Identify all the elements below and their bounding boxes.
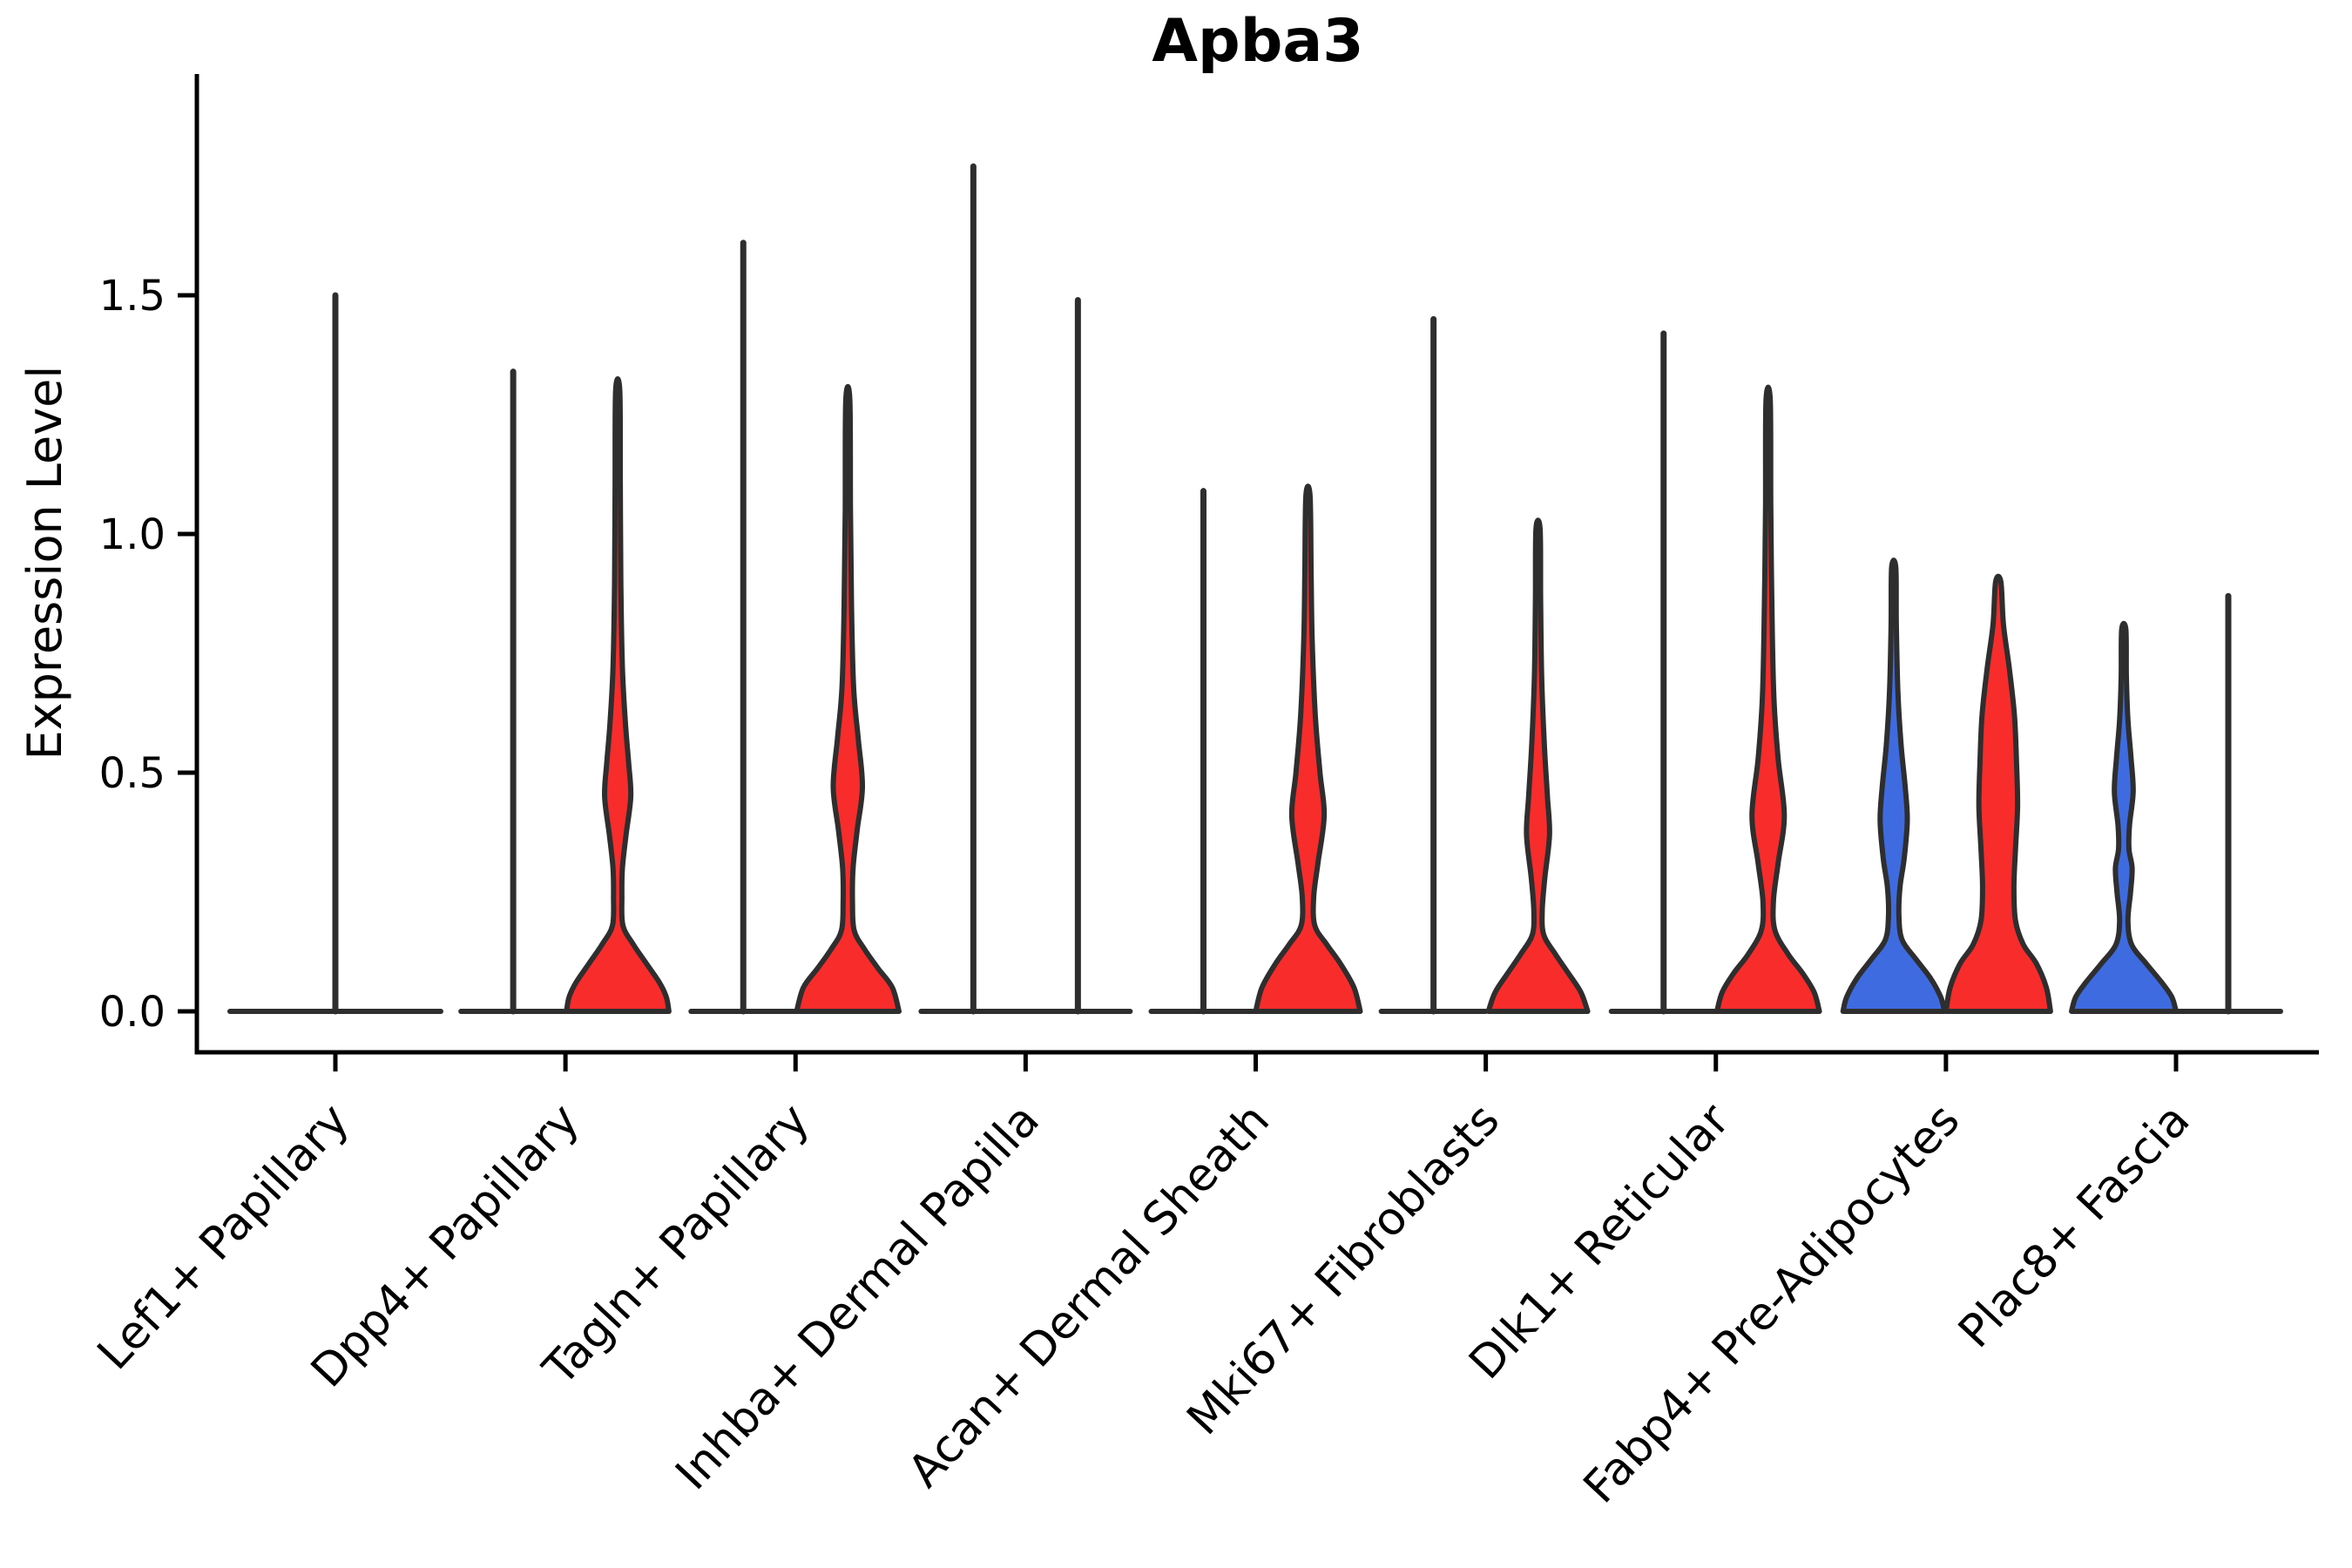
violin-dlk1-reticular-2 (1714, 384, 1822, 1014)
violin-acan-dermal-sheath-1 (1148, 488, 1259, 1015)
violins-layer (227, 163, 2283, 1015)
y-axis-title: Expression Level (17, 366, 72, 760)
x-axis-label-plac8-fascia: Plac8+ Fascia (1949, 1094, 2200, 1358)
x-axis-label-fabp4-pre-adipocytes: Fabp4+ Pre-Adipocytes (1574, 1094, 1970, 1513)
violin-mki67-fibroblasts-1 (1378, 315, 1489, 1015)
violin-body (2069, 620, 2179, 1014)
axes-layer (178, 74, 2319, 1071)
violin-body (1840, 558, 1948, 1014)
violin-tagln-papillary-1 (688, 240, 799, 1015)
violin-body (564, 375, 672, 1014)
violin-acan-dermal-sheath-2 (1253, 483, 1363, 1014)
violin-inhba-dermal-papilla-2 (1023, 296, 1133, 1015)
axis-spines (194, 74, 2319, 1055)
violin-body (794, 383, 902, 1014)
violin-body (1253, 483, 1363, 1014)
violin-body (1943, 573, 2053, 1014)
violin-tagln-papillary-2 (794, 383, 902, 1014)
violin-fabp4-pre-adipocytes-2 (1943, 573, 2053, 1014)
violin-dlk1-reticular-1 (1608, 330, 1719, 1015)
violin-lef1-papillary-1 (227, 292, 443, 1015)
violin-dpp4-papillary-1 (458, 368, 569, 1015)
y-tick-label: 0.0 (99, 988, 166, 1037)
y-tick-label: 0.5 (99, 749, 166, 798)
chart-title: Apba3 (1152, 7, 1363, 76)
violin-dpp4-papillary-2 (564, 375, 672, 1014)
violin-fabp4-pre-adipocytes-1 (1840, 558, 1948, 1014)
y-tick-label: 1.5 (99, 272, 166, 321)
violin-mki67-fibroblasts-2 (1485, 517, 1591, 1014)
y-tick-label: 1.0 (99, 510, 166, 559)
x-axis-label-lef1-papillary: Lef1+ Papillary (88, 1094, 360, 1380)
violin-inhba-dermal-papilla-1 (918, 163, 1029, 1015)
violin-plac8-fascia-1 (2069, 620, 2179, 1014)
violin-body (1714, 384, 1822, 1014)
violin-plac8-fascia-2 (2173, 592, 2283, 1015)
violin-body (1485, 517, 1591, 1014)
